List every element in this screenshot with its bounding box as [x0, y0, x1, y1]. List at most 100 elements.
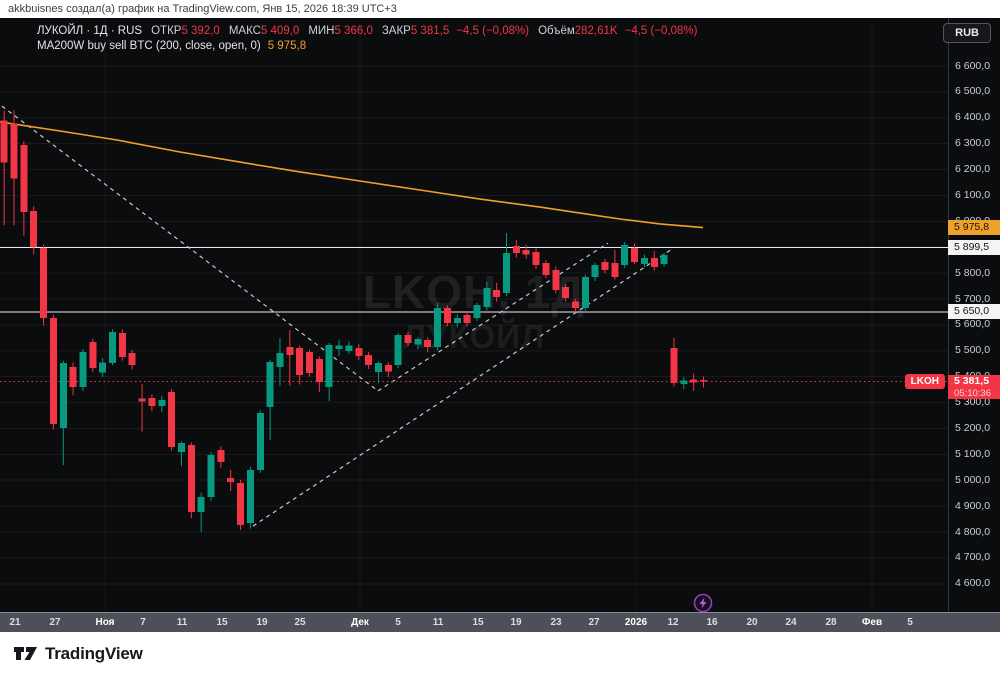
price-tick: 4 800,0	[955, 525, 991, 538]
candle-body	[128, 353, 136, 366]
candle-body	[0, 120, 8, 163]
candle-body	[207, 455, 215, 498]
candle-body	[325, 345, 333, 388]
time-tick: 15	[216, 617, 228, 628]
attribution-text: akkbuisnes создал(а) график на TradingVi…	[8, 3, 397, 15]
candlestick-chart-canvas[interactable]	[0, 18, 948, 612]
candle-body	[79, 352, 87, 388]
candle-body	[40, 248, 48, 318]
legend-field: 5 392,0	[181, 25, 220, 37]
price-tick: 5 800,0	[955, 266, 991, 279]
candle-body	[611, 263, 619, 278]
candle-body	[118, 332, 126, 358]
time-tick: 27	[588, 617, 600, 628]
candle-body	[345, 345, 353, 351]
time-tick: 11	[432, 617, 444, 628]
time-tick: 24	[785, 617, 797, 628]
legend-field: МИН	[308, 25, 335, 37]
time-axis[interactable]: 21 27 Ноя 7 11 15 19 25 Дек 5 11 15 19 23 27 2026 12 16 20…	[0, 612, 1000, 632]
chart-panel: LKOH, 1Д ЛУКОЙЛ ЛУКОЙЛ · 1Д · RUS ОТКР5 3…	[0, 18, 1000, 612]
level-price-label-2: 5 650,0	[948, 304, 1000, 320]
candle-body	[10, 123, 18, 179]
legend-field: ОТКР	[151, 25, 182, 37]
candle-body	[197, 497, 205, 513]
time-tick: Дек	[351, 617, 369, 628]
candle-body	[473, 304, 481, 318]
indicator-row[interactable]: MA200W buy sell BTC (200, close, open, 0…	[37, 39, 698, 54]
candle-body	[414, 339, 422, 345]
candle-body	[601, 261, 609, 271]
candle-body	[30, 210, 38, 247]
candle-body	[187, 445, 195, 513]
tradingview-wordmark: TradingView	[45, 643, 143, 663]
candle-body	[89, 341, 97, 369]
time-tick: 23	[550, 617, 562, 628]
time-tick: Ноя	[95, 617, 115, 628]
level-price-label-1: 5 899,5	[948, 239, 1000, 255]
trendline-ascending-outer[interactable]	[252, 248, 673, 527]
legend-field: МАКС	[228, 25, 261, 37]
last-price-value: 5 381,5	[954, 374, 990, 387]
candle-body	[158, 399, 166, 406]
candle-body	[365, 354, 373, 366]
candle-body	[562, 287, 570, 298]
candle-body	[256, 412, 264, 470]
trendline-descending[interactable]	[1, 105, 379, 392]
price-tick: 6 100,0	[955, 188, 991, 201]
last-price-label: 5 381,5 05:10:36	[948, 374, 1000, 399]
legend-field: Объём	[538, 25, 575, 37]
event-lightning-icon[interactable]	[693, 593, 713, 612]
candle-body	[483, 288, 491, 308]
price-axis[interactable]: 5 975,8 5 899,5 5 650,0 5 381,5 05:10:36…	[948, 18, 1000, 612]
candle-body	[394, 334, 402, 366]
candle-body	[355, 347, 363, 356]
symbol-ohlc-row[interactable]: ЛУКОЙЛ · 1Д · RUS ОТКР5 392,0 МАКС5 409,0 М…	[37, 24, 698, 39]
candle-body	[138, 398, 146, 402]
time-tick: 28	[825, 617, 837, 628]
legend-field: 5 975,8	[267, 40, 307, 52]
legend-field: ЗАКР	[381, 25, 411, 37]
time-tick: 19	[256, 617, 268, 628]
trendline-ascending-inner[interactable]	[377, 242, 609, 392]
candle-body	[690, 379, 698, 383]
tradingview-logo-icon	[14, 647, 37, 660]
legend-field: 282,61K	[574, 25, 618, 37]
candle-body	[443, 308, 451, 324]
price-tick: 5 100,0	[955, 447, 991, 460]
time-tick: 25	[294, 617, 306, 628]
ma200w-line[interactable]	[0, 121, 704, 229]
candle-body	[700, 379, 707, 382]
price-tick: 4 900,0	[955, 499, 991, 512]
time-tick: 11	[176, 617, 188, 628]
time-tick: Фев	[861, 617, 883, 628]
candle-body	[581, 277, 589, 309]
candle-body	[493, 289, 501, 297]
candle-body	[532, 251, 540, 266]
price-tick: 6 300,0	[955, 137, 991, 150]
price-tick: 5 200,0	[955, 421, 991, 434]
candle-body	[266, 361, 274, 407]
candle-body	[404, 334, 412, 344]
candle-body	[69, 367, 77, 388]
candles-layer	[0, 110, 707, 533]
candle-body	[424, 340, 432, 348]
candle-body	[552, 270, 560, 290]
time-tick: 5	[395, 617, 401, 628]
price-tick: 6 600,0	[955, 59, 991, 72]
candle-body	[315, 359, 323, 383]
candle-body	[650, 258, 658, 267]
candle-body	[335, 345, 343, 349]
candle-body	[20, 144, 28, 213]
time-tick: 21	[9, 617, 21, 628]
candle-body	[148, 398, 156, 406]
legend-field: 5 366,0	[334, 25, 373, 37]
price-tick: 6 500,0	[955, 85, 991, 98]
candle-body	[670, 347, 678, 383]
time-tick: 16	[706, 617, 718, 628]
candle-body	[168, 391, 176, 448]
candle-body	[177, 442, 185, 453]
candle-body	[453, 318, 461, 324]
currency-toggle-button[interactable]: RUB	[943, 23, 991, 43]
candle-body	[276, 353, 284, 368]
time-tick: 20	[746, 617, 758, 628]
